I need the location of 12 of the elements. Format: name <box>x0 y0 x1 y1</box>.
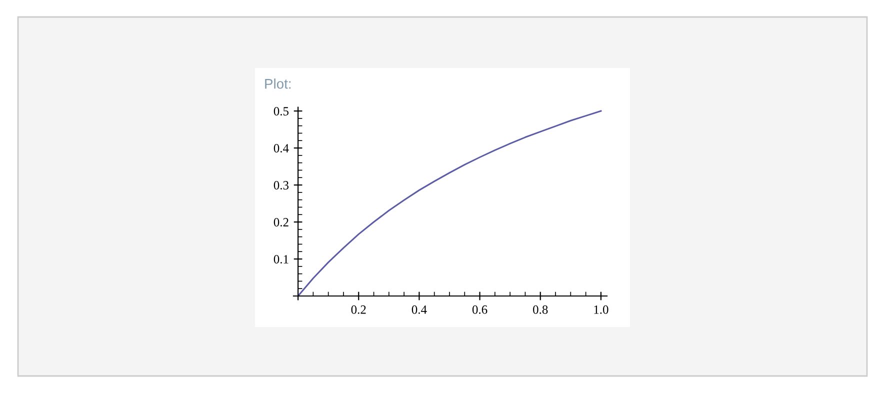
y-tick-label: 0.1 <box>274 255 288 264</box>
x-tick-label: 0.2 <box>351 305 366 314</box>
x-tick-label: 0.6 <box>472 305 488 314</box>
x-tick-label: 0.8 <box>533 305 548 314</box>
line-series <box>297 110 602 297</box>
chart-title: Plot: <box>265 78 291 89</box>
y-tick-label: 0.4 <box>274 144 289 153</box>
y-tick-label: 0.5 <box>274 107 289 116</box>
y-tick-label: 0.3 <box>274 181 289 190</box>
y-tick-label: 0.2 <box>274 218 288 227</box>
x-tick-label: 1.0 <box>594 305 608 314</box>
x-tick-label: 0.4 <box>412 305 427 314</box>
